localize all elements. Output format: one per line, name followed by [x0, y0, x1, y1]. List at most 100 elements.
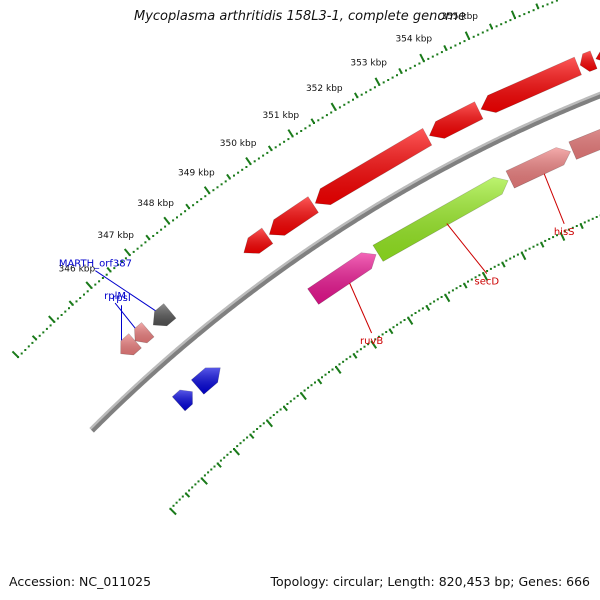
ring-dot — [295, 132, 298, 135]
ring-dot — [156, 231, 159, 234]
ring-dot — [478, 274, 481, 277]
accession-label: Accession: NC_011025 — [9, 574, 152, 589]
tick-marks — [11, 3, 600, 516]
ring-dot — [583, 221, 586, 224]
ring-dot — [400, 71, 403, 74]
ring-dot — [429, 302, 432, 305]
ring-dot — [24, 349, 27, 351]
ring-dot — [541, 5, 544, 8]
ring-dot — [338, 363, 341, 366]
ring-dot — [387, 79, 390, 81]
tick-mark — [310, 118, 315, 124]
ring-dot — [518, 15, 521, 18]
ring-dot — [303, 389, 306, 392]
tick-mark — [267, 145, 273, 151]
ring-dot — [571, 226, 574, 229]
ring-dot — [409, 67, 412, 70]
ring-dot — [449, 46, 452, 49]
ring-dot — [168, 222, 171, 225]
ring-dot — [516, 253, 519, 256]
tick-label: 350 kbp — [220, 139, 257, 149]
tick-mark — [579, 223, 584, 230]
ring-dot — [152, 235, 155, 237]
tick-label: 349 kbp — [178, 168, 215, 178]
ring-dot — [491, 27, 493, 30]
ring-dot — [579, 223, 582, 226]
tick-mark — [330, 102, 337, 111]
ring-dot — [242, 439, 245, 442]
ring-dot — [184, 210, 187, 213]
ring-dot — [86, 290, 89, 293]
ring-dot — [459, 285, 462, 287]
ring-dot — [501, 261, 504, 264]
genome-backbone — [91, 94, 600, 433]
ring-dot — [94, 283, 97, 286]
ring-dot — [527, 11, 530, 14]
ring-dot — [175, 501, 178, 504]
ring-dot — [374, 338, 377, 341]
ring-dot — [418, 309, 421, 312]
ring-dot — [331, 368, 334, 371]
tick-label: 352 kbp — [306, 84, 343, 94]
ring-dot — [463, 40, 466, 43]
ring-dot — [212, 189, 215, 192]
tick-label: 355 kbp — [441, 12, 478, 22]
ring-dot — [53, 320, 56, 323]
ring-dot — [83, 293, 85, 296]
ring-dot — [68, 307, 70, 310]
ring-dot — [470, 278, 473, 281]
ring-dot — [587, 219, 590, 222]
gene-unlabeled-shading — [315, 128, 432, 205]
ring-dot — [308, 124, 311, 127]
ring-dot — [136, 247, 139, 250]
ring-dot — [325, 114, 328, 117]
ring-dot — [296, 394, 299, 397]
ring-dot — [418, 62, 421, 65]
ring-dot — [204, 195, 207, 198]
ring-dot — [109, 270, 112, 273]
ring-dot — [356, 350, 359, 353]
gene-rpsi-shading — [120, 333, 142, 355]
ring-dot — [536, 243, 539, 246]
ring-dot — [486, 270, 489, 272]
ring-dot — [335, 365, 337, 368]
ring-dot — [396, 323, 399, 326]
ring-dot — [257, 157, 260, 160]
tick-mark — [216, 462, 222, 468]
ring-dot — [140, 244, 143, 247]
gene-marth-orf387-shading — [153, 303, 176, 326]
ring-dot — [128, 254, 131, 257]
ring-dot — [200, 198, 203, 201]
tick-mark — [300, 392, 307, 401]
gene-rplm-shading — [134, 322, 154, 343]
ring-dot — [509, 257, 512, 260]
ring-dot — [172, 219, 175, 222]
ring-dot — [556, 234, 558, 237]
ring-dot — [532, 245, 535, 248]
ring-dot — [459, 42, 461, 45]
ring-dot — [300, 130, 303, 132]
tick-mark — [185, 203, 190, 209]
ring-dot — [448, 291, 451, 294]
ring-dot — [421, 307, 424, 310]
ring-dot — [540, 241, 543, 244]
ring-dot — [381, 333, 384, 336]
ring-dot — [121, 260, 123, 263]
tick-mark — [145, 234, 151, 240]
ring-dot — [343, 103, 346, 106]
ring-dot — [370, 340, 373, 343]
ring-dot — [489, 267, 492, 270]
ring-dot — [289, 400, 292, 403]
ring-dot — [405, 69, 407, 72]
ring-dot — [410, 314, 413, 317]
tick-label: 354 kbp — [395, 35, 432, 45]
ring-dot — [181, 495, 184, 498]
ring-dot — [226, 453, 229, 456]
ring-dot — [164, 225, 167, 228]
ring-dot — [132, 250, 135, 253]
ring-dot — [276, 411, 279, 414]
ring-dot — [373, 86, 376, 89]
ring-dot — [345, 358, 348, 361]
ring-dot — [117, 263, 120, 266]
